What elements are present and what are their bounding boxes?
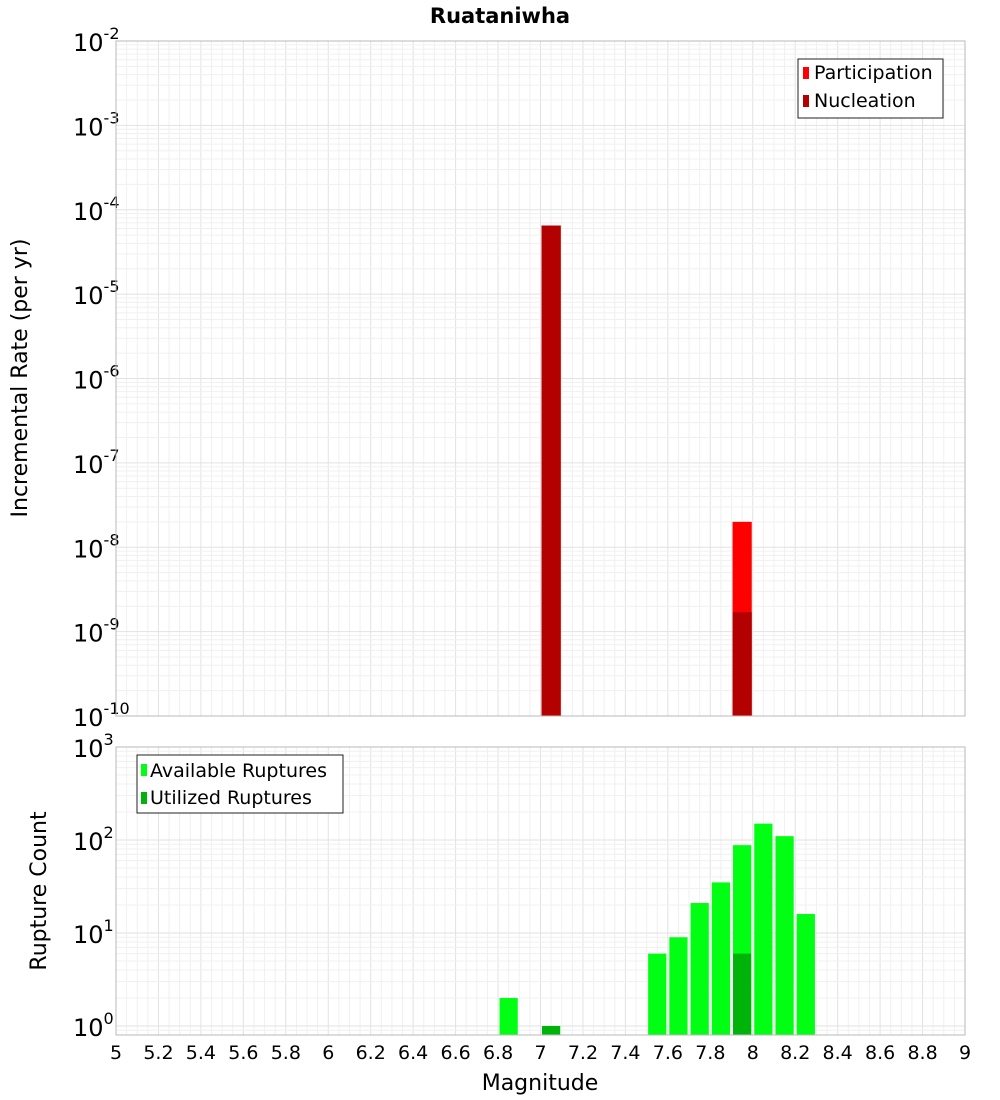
rate-y-axis-label: Incremental Rate (per yr): [8, 239, 33, 518]
count-bars: [499, 823, 815, 1035]
x-tick-label: 7.4: [610, 1042, 640, 1064]
x-tick-label: 5.2: [143, 1042, 173, 1064]
available-legend-label: Available Ruptures: [150, 760, 327, 782]
y-tick-label: 10-8: [73, 530, 120, 563]
available-ruptures-bar: [796, 914, 815, 1035]
count-y-tick-labels: 100 101 102 103: [73, 730, 114, 1042]
x-tick-label: 7: [534, 1042, 546, 1064]
x-tick-label: 8: [747, 1042, 759, 1064]
x-tick-label: 7.8: [695, 1042, 725, 1064]
x-tick-label: 5.8: [271, 1042, 301, 1064]
y-tick-label: 10-4: [73, 193, 120, 226]
y-tick-label: 102: [73, 823, 114, 856]
y-tick-label: 10-2: [73, 24, 120, 57]
y-tick-label: 100: [73, 1009, 114, 1042]
participation-legend-swatch: [803, 67, 809, 79]
magnitude-tick-labels: 5 5.2 5.4 5.6 5.8 6 6.2 6.4 6.6 6.8 7 7.2 7.4 7.6 7.8 8…: [110, 1042, 971, 1064]
x-tick-label: 6.6: [440, 1042, 470, 1064]
y-tick-label: 10-5: [73, 277, 120, 310]
y-tick-label: 10-3: [73, 108, 120, 141]
count-y-axis-label: Rupture Count: [27, 811, 52, 971]
x-tick-label: 8.6: [865, 1042, 895, 1064]
rate-gridlines: [115, 40, 966, 717]
y-tick-label: 10-7: [73, 446, 120, 479]
nucleation-legend-swatch: [803, 95, 809, 107]
x-tick-label: 5: [110, 1042, 122, 1064]
available-ruptures-bar: [754, 823, 773, 1035]
x-tick-label: 8.4: [823, 1042, 853, 1064]
x-tick-label: 6.2: [356, 1042, 386, 1064]
x-tick-label: 7.2: [568, 1042, 598, 1064]
nucleation-legend-label: Nucleation: [814, 90, 916, 112]
x-tick-label: 9: [959, 1042, 971, 1064]
chart-title: Ruataniwha: [430, 4, 570, 28]
utilized-legend-swatch: [141, 792, 147, 804]
x-tick-label: 8.8: [907, 1042, 937, 1064]
available-ruptures-bar: [648, 953, 667, 1035]
utilized-legend-label: Utilized Ruptures: [150, 787, 312, 809]
utilized-ruptures-bar: [542, 1025, 561, 1035]
available-legend-swatch: [141, 764, 147, 776]
x-tick-label: 6.4: [398, 1042, 428, 1064]
x-tick-label: 5.6: [228, 1042, 258, 1064]
y-tick-label: 10-6: [73, 362, 120, 395]
x-tick-label: 5.4: [186, 1042, 216, 1064]
y-tick-label: 101: [73, 916, 114, 949]
utilized-ruptures-bar: [733, 953, 752, 1035]
participation-legend-label: Participation: [814, 62, 933, 84]
available-ruptures-bar: [499, 997, 518, 1035]
x-tick-label: 6: [322, 1042, 334, 1064]
count-panel: 100 101 102 103 5 5.2 5.4 5.6 5.8 6 6.2 6.4 6.6 6.8 7…: [27, 730, 971, 1096]
x-tick-label: 8.2: [780, 1042, 810, 1064]
available-ruptures-bar: [711, 882, 731, 1035]
y-tick-label: 103: [73, 730, 114, 763]
x-tick-label: 6.8: [483, 1042, 513, 1064]
y-tick-label: 10-9: [73, 615, 120, 648]
available-ruptures-bar: [775, 836, 794, 1035]
rate-legend: Participation Nucleation: [797, 58, 944, 119]
x-tick-label: 7.6: [653, 1042, 683, 1064]
nucleation-bar: [541, 225, 561, 716]
rate-bars: [541, 225, 752, 716]
x-axis-label: Magnitude: [482, 1071, 599, 1096]
nucleation-bar: [732, 612, 752, 716]
available-ruptures-bar: [690, 903, 709, 1035]
count-legend: Available Ruptures Utilized Ruptures: [136, 754, 344, 814]
available-ruptures-bar: [669, 937, 688, 1035]
